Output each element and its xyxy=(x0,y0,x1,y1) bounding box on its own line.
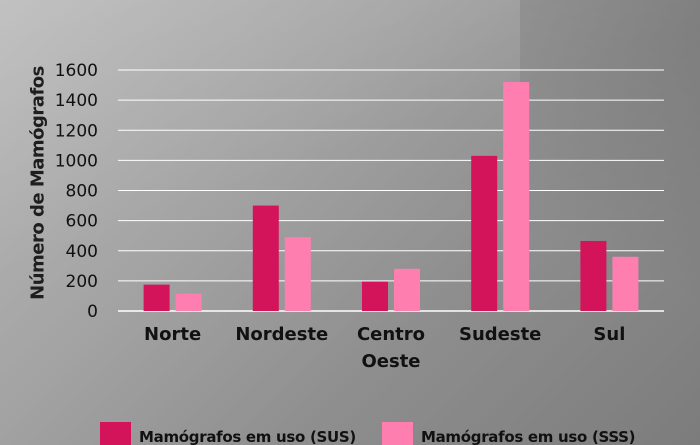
y-tick-label: 600 xyxy=(66,212,98,232)
gridlines xyxy=(118,69,664,312)
y-tick-label: 200 xyxy=(66,272,98,292)
legend-item-sss: Mamógrafos em uso (SSS) xyxy=(381,422,636,445)
bar-sus xyxy=(580,240,607,311)
bar-sus xyxy=(471,155,498,311)
x-tick-label: Norte xyxy=(144,324,201,345)
bar-sus xyxy=(252,205,279,311)
y-tick-labels: 0 200 400 600 800 1000 1200 1400 1600 xyxy=(55,61,98,322)
x-tick-label: Sul xyxy=(593,324,625,345)
x-tick-label: Sudeste xyxy=(459,324,541,345)
y-axis-label: Número de Mamógrafos xyxy=(27,66,49,300)
legend: Mamógrafos em uso (SUS) Mamógrafos em us… xyxy=(100,422,635,445)
x-tick-labels: Norte Nordeste Centro Oeste Sudeste Sul xyxy=(144,324,625,372)
legend-label-sus: Mamógrafos em uso (SUS) xyxy=(139,428,356,445)
y-tick-label: 800 xyxy=(66,182,98,202)
bar-sss xyxy=(175,293,202,311)
legend-item-sus: Mamógrafos em uso (SUS) xyxy=(100,422,356,445)
y-tick-label: 1400 xyxy=(55,91,98,111)
x-tick-label: Centro Oeste xyxy=(357,324,425,372)
bar-sss xyxy=(394,268,420,311)
y-tick-label: 1600 xyxy=(55,61,98,81)
bars xyxy=(143,82,639,311)
bar-sus xyxy=(362,281,388,311)
x-tick-label: Nordeste xyxy=(235,324,328,345)
y-tick-label: 0 xyxy=(87,302,98,322)
legend-swatch-sus xyxy=(100,422,131,445)
bar-sss xyxy=(612,256,639,311)
y-tick-label: 1000 xyxy=(55,151,98,171)
y-tick-label: 400 xyxy=(66,242,98,262)
bar-sss xyxy=(284,237,311,311)
legend-label-sss: Mamógrafos em uso (SSS) xyxy=(420,428,636,445)
bar-sss xyxy=(503,82,530,311)
legend-swatch-sss xyxy=(381,422,413,445)
bar-sus xyxy=(143,284,170,311)
y-tick-label: 1200 xyxy=(55,121,98,141)
